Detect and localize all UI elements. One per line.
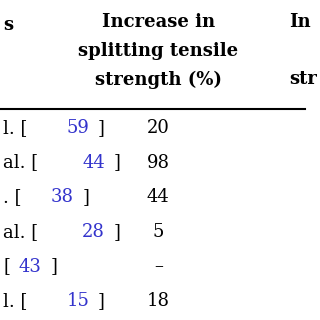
Text: ]: ] bbox=[98, 292, 105, 310]
Text: 18: 18 bbox=[147, 292, 170, 310]
Text: l. [: l. [ bbox=[3, 292, 28, 310]
Text: l. [: l. [ bbox=[3, 119, 28, 137]
Text: 44: 44 bbox=[147, 188, 170, 206]
Text: ]: ] bbox=[51, 258, 57, 276]
Text: strength (%): strength (%) bbox=[95, 70, 222, 89]
Text: str: str bbox=[289, 70, 317, 88]
Text: splitting tensile: splitting tensile bbox=[78, 42, 238, 60]
Text: s: s bbox=[3, 16, 13, 34]
Text: al. [: al. [ bbox=[3, 154, 38, 172]
Text: 5: 5 bbox=[153, 223, 164, 241]
Text: 20: 20 bbox=[147, 119, 170, 137]
Text: al. [: al. [ bbox=[3, 223, 38, 241]
Text: 59: 59 bbox=[66, 119, 89, 137]
Text: ]: ] bbox=[114, 154, 121, 172]
Text: 38: 38 bbox=[51, 188, 74, 206]
Text: Increase in: Increase in bbox=[102, 13, 215, 31]
Text: ]: ] bbox=[82, 188, 89, 206]
Text: In: In bbox=[289, 13, 311, 31]
Text: –: – bbox=[154, 258, 163, 276]
Text: 98: 98 bbox=[147, 154, 170, 172]
Text: 15: 15 bbox=[66, 292, 89, 310]
Text: . [: . [ bbox=[3, 188, 21, 206]
Text: ]: ] bbox=[114, 223, 121, 241]
Text: ]: ] bbox=[98, 119, 105, 137]
Text: 28: 28 bbox=[82, 223, 105, 241]
Text: 44: 44 bbox=[82, 154, 105, 172]
Text: 43: 43 bbox=[19, 258, 42, 276]
Text: [: [ bbox=[3, 258, 10, 276]
